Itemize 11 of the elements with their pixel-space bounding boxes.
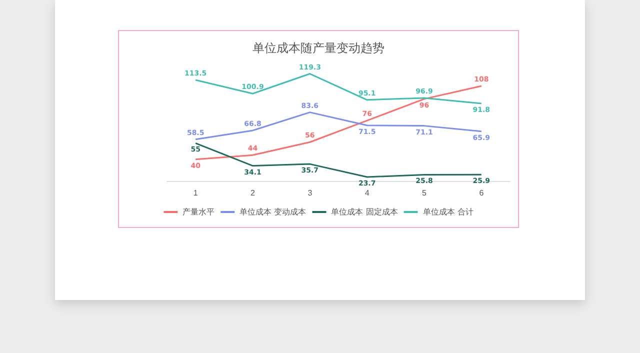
x-tick-label: 5 <box>422 188 428 198</box>
x-tick-label: 2 <box>250 188 256 198</box>
x-tick-label: 4 <box>364 188 370 198</box>
legend-label: 单位成本 固定成本 <box>331 208 398 216</box>
legend-label: 单位成本 合计 <box>422 208 474 216</box>
legend-label: 产量水平 <box>182 208 215 216</box>
chart-title: 单位成本随产量变动趋势 <box>252 41 384 55</box>
legend-label: 单位成本 变动成本 <box>240 208 306 216</box>
x-tick-label: 6 <box>479 188 484 198</box>
x-tick-label: 1 <box>193 188 198 198</box>
x-tick-label: 3 <box>308 188 313 198</box>
